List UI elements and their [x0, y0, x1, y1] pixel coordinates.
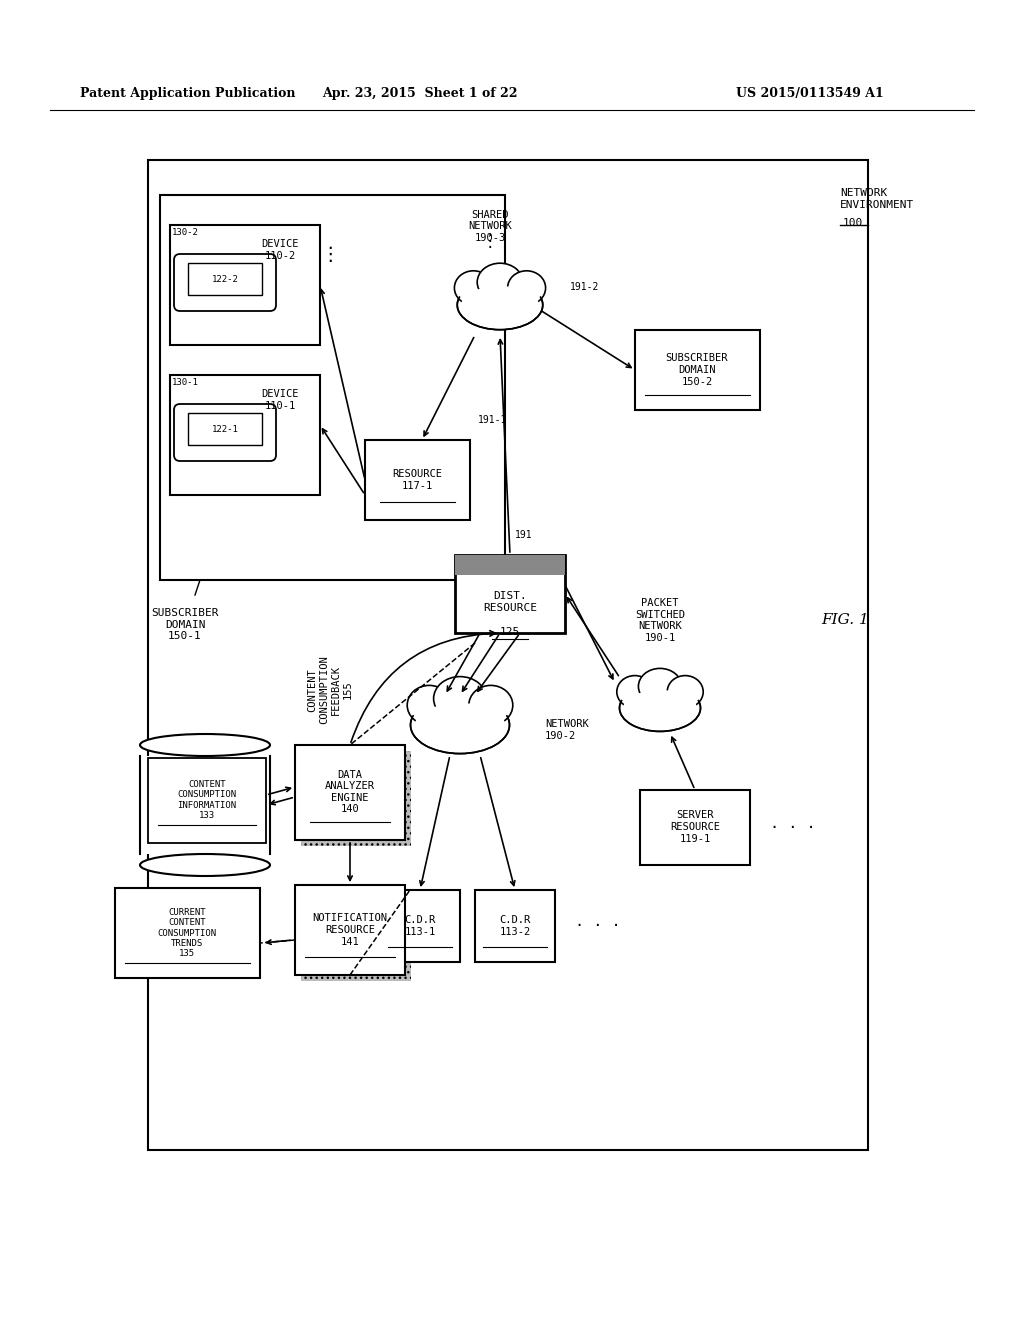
- Text: RESOURCE
117-1: RESOURCE 117-1: [392, 469, 442, 491]
- Bar: [295, 744, 406, 840]
- Text: 191-1: 191-1: [478, 414, 507, 425]
- Ellipse shape: [433, 677, 486, 721]
- Ellipse shape: [408, 685, 452, 725]
- Bar: [188, 263, 262, 294]
- Ellipse shape: [616, 676, 653, 708]
- Bar: [455, 554, 565, 576]
- Text: · · ·: · · ·: [770, 820, 816, 834]
- Ellipse shape: [411, 697, 510, 754]
- Text: C.D.R
113-2: C.D.R 113-2: [500, 915, 530, 937]
- Text: 191: 191: [515, 531, 532, 540]
- Ellipse shape: [638, 668, 682, 705]
- Ellipse shape: [415, 704, 505, 747]
- FancyBboxPatch shape: [174, 404, 276, 461]
- Text: ⋮: ⋮: [481, 232, 499, 249]
- Bar: [115, 888, 260, 978]
- Ellipse shape: [469, 685, 513, 725]
- Text: PACKET
SWITCHED
NETWORK
190-1: PACKET SWITCHED NETWORK 190-1: [635, 598, 685, 643]
- Ellipse shape: [620, 685, 700, 731]
- Bar: [148, 160, 868, 1150]
- Text: SUBSCRIBER
DOMAIN
150-2: SUBSCRIBER DOMAIN 150-2: [666, 354, 728, 387]
- Text: FIG. 1: FIG. 1: [821, 612, 869, 627]
- Text: · · ·: · · ·: [575, 919, 621, 933]
- Text: SERVER
RESOURCE
119-1: SERVER RESOURCE 119-1: [670, 810, 720, 843]
- Bar: [188, 413, 262, 445]
- Text: Patent Application Publication: Patent Application Publication: [80, 87, 296, 99]
- Ellipse shape: [508, 271, 546, 305]
- Bar: [380, 890, 460, 962]
- Text: 130-2: 130-2: [172, 228, 199, 238]
- Bar: [170, 224, 319, 345]
- Text: C.D.R
113-1: C.D.R 113-1: [404, 915, 435, 937]
- Bar: [140, 756, 270, 854]
- Bar: [301, 751, 411, 846]
- Text: CONTENT
CONSUMPTION
INFORMATION
133: CONTENT CONSUMPTION INFORMATION 133: [177, 780, 237, 820]
- Text: DATA
ANALYZER
ENGINE
140: DATA ANALYZER ENGINE 140: [325, 770, 375, 814]
- Bar: [475, 890, 555, 962]
- Text: 122-2: 122-2: [212, 275, 239, 284]
- Ellipse shape: [668, 676, 703, 708]
- Ellipse shape: [623, 690, 697, 726]
- Text: 100: 100: [843, 218, 863, 228]
- Bar: [635, 330, 760, 411]
- Text: 191-2: 191-2: [570, 282, 599, 292]
- Bar: [301, 891, 411, 981]
- Text: 125: 125: [500, 627, 520, 638]
- Text: 122-1: 122-1: [212, 425, 239, 433]
- FancyBboxPatch shape: [174, 253, 276, 312]
- Bar: [148, 758, 266, 843]
- Text: CURRENT
CONTENT
CONSUMPTION
TRENDS
135: CURRENT CONTENT CONSUMPTION TRENDS 135: [158, 908, 216, 958]
- Bar: [160, 195, 505, 579]
- Text: US 2015/0113549 A1: US 2015/0113549 A1: [736, 87, 884, 99]
- Bar: [170, 375, 319, 495]
- Ellipse shape: [455, 271, 493, 305]
- Text: DIST.
RESOURCE: DIST. RESOURCE: [483, 591, 537, 612]
- Bar: [365, 440, 470, 520]
- Ellipse shape: [140, 854, 270, 876]
- Text: ⋮: ⋮: [321, 246, 340, 264]
- Text: NETWORK
190-2: NETWORK 190-2: [545, 719, 589, 741]
- Bar: [640, 789, 750, 865]
- Text: DEVICE
110-1: DEVICE 110-1: [261, 389, 299, 411]
- Text: SHARED
NETWORK
190-3: SHARED NETWORK 190-3: [468, 210, 512, 243]
- Ellipse shape: [461, 286, 539, 323]
- Text: NETWORK
ENVIRONMENT: NETWORK ENVIRONMENT: [840, 187, 914, 210]
- Text: CONTENT
CONSUMPTION
FEEDBACK
155: CONTENT CONSUMPTION FEEDBACK 155: [307, 656, 352, 725]
- Text: 130-1: 130-1: [172, 378, 199, 387]
- Ellipse shape: [140, 734, 270, 756]
- Bar: [455, 554, 565, 634]
- Text: NOTIFICATION
RESOURCE
141: NOTIFICATION RESOURCE 141: [312, 913, 387, 946]
- Bar: [295, 884, 406, 975]
- Text: DEVICE
110-2: DEVICE 110-2: [261, 239, 299, 261]
- Ellipse shape: [477, 263, 523, 301]
- Ellipse shape: [458, 280, 543, 330]
- Text: Apr. 23, 2015  Sheet 1 of 22: Apr. 23, 2015 Sheet 1 of 22: [323, 87, 518, 99]
- Text: SUBSCRIBER
DOMAIN
150-1: SUBSCRIBER DOMAIN 150-1: [152, 609, 219, 642]
